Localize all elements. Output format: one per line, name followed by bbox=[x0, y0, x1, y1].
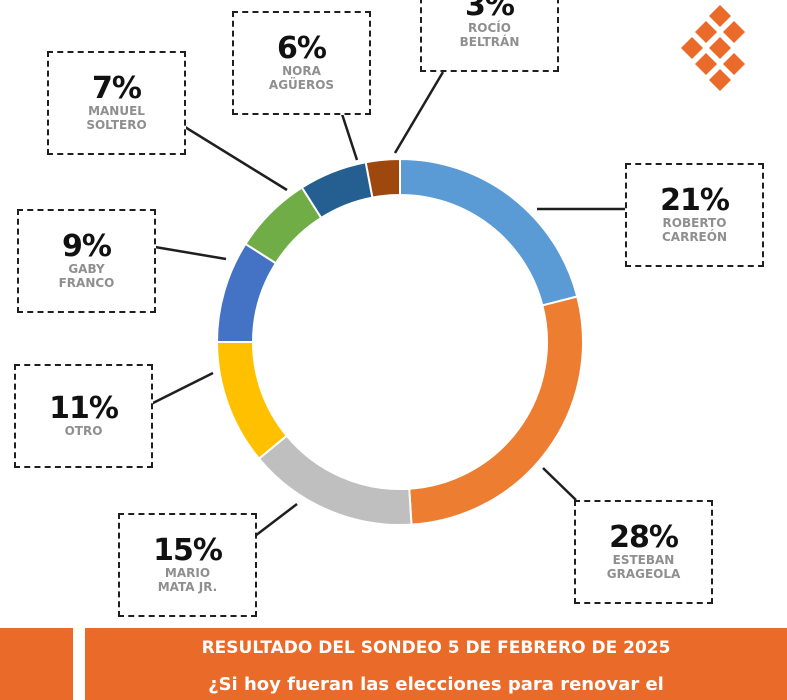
footer-banner: RESULTADO DEL SONDEO 5 DE FEBRERO DE 202… bbox=[85, 628, 787, 700]
footer-title: RESULTADO DEL SONDEO 5 DE FEBRERO DE 202… bbox=[201, 638, 671, 658]
slice-percent: 3% bbox=[465, 0, 515, 23]
slice-name: OTRO bbox=[64, 424, 103, 438]
logo-diamond-icon bbox=[723, 53, 745, 75]
donut-slice bbox=[364, 157, 401, 199]
slice-name: ESTEBAN GRAGEOLA bbox=[606, 553, 681, 581]
footer-question: ¿Si hoy fueran las elecciones para renov… bbox=[208, 674, 664, 695]
slice-percent: 11% bbox=[49, 391, 119, 426]
leader-line bbox=[154, 245, 227, 261]
slice-label-box: 21% ROBERTO CARREÓN bbox=[625, 163, 764, 267]
slice-percent: 28% bbox=[609, 520, 679, 555]
slice-percent: 6% bbox=[277, 31, 327, 66]
slice-percent: 15% bbox=[153, 533, 223, 568]
logo-diamond-icon bbox=[709, 5, 731, 27]
donut-slice bbox=[399, 157, 579, 307]
leader-line bbox=[150, 371, 214, 406]
slice-name: GABY FRANCO bbox=[58, 262, 115, 290]
leader-line bbox=[340, 113, 359, 161]
logo-diamond-icon bbox=[723, 21, 745, 43]
slice-name: NORA AGÜEROS bbox=[268, 64, 335, 92]
logo-diamond-icon bbox=[695, 21, 717, 43]
slice-name: ROCÍO BELTRÁN bbox=[459, 21, 520, 49]
donut-slice bbox=[408, 295, 584, 526]
slice-label-box: 11% OTRO bbox=[14, 364, 153, 468]
slice-name: MANUEL SOLTERO bbox=[86, 104, 147, 132]
slice-percent: 7% bbox=[92, 71, 142, 106]
logo-diamond-icon bbox=[709, 69, 731, 91]
slice-label-box: 15% MARIO MATA JR. bbox=[118, 513, 257, 617]
donut-slices bbox=[215, 157, 584, 526]
slice-label-box: 6% NORA AGÜEROS bbox=[232, 11, 371, 115]
donut-chart bbox=[150, 71, 625, 537]
leader-lines bbox=[150, 71, 625, 537]
slice-name: MARIO MATA JR. bbox=[157, 566, 218, 594]
logo-diamond-icon bbox=[681, 37, 703, 59]
slice-label-box: 3% ROCÍO BELTRÁN bbox=[420, 0, 559, 72]
slice-label-box: 7% MANUEL SOLTERO bbox=[47, 51, 186, 155]
slice-label-box: 28% ESTEBAN GRAGEOLA bbox=[574, 500, 713, 604]
footer-accent-block bbox=[0, 628, 73, 700]
leader-line bbox=[184, 125, 288, 192]
slice-percent: 21% bbox=[660, 183, 730, 218]
brand-logo bbox=[668, 2, 758, 102]
donut-slice bbox=[215, 341, 289, 461]
logo-diamond-icon bbox=[709, 37, 731, 59]
donut-slice bbox=[257, 434, 413, 526]
slice-name: ROBERTO CARREÓN bbox=[661, 216, 727, 244]
leader-line bbox=[393, 71, 445, 154]
leader-line bbox=[542, 467, 577, 501]
logo-diamond-icon bbox=[695, 53, 717, 75]
slice-percent: 9% bbox=[62, 229, 112, 264]
leader-line bbox=[254, 503, 298, 537]
slice-label-box: 9% GABY FRANCO bbox=[17, 209, 156, 313]
logo-diamonds-icon bbox=[681, 5, 745, 91]
